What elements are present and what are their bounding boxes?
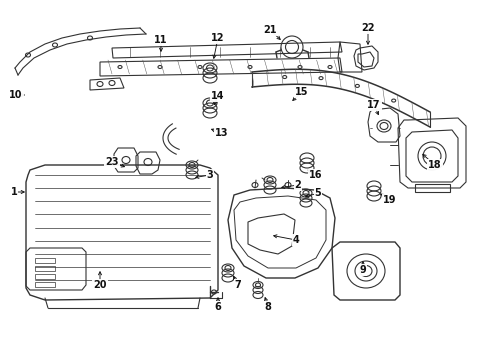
Bar (35, 282, 55, 287)
Text: 1: 1 (11, 187, 18, 197)
Text: 19: 19 (383, 195, 396, 205)
Text: 17: 17 (366, 100, 380, 110)
Text: 2: 2 (294, 180, 301, 190)
Text: 23: 23 (105, 157, 119, 167)
Bar (35, 258, 55, 263)
Text: 6: 6 (214, 302, 221, 312)
Text: 11: 11 (154, 35, 167, 45)
Bar (35, 266, 55, 271)
Text: 15: 15 (295, 87, 308, 97)
Text: 21: 21 (263, 25, 276, 35)
Text: 22: 22 (361, 23, 374, 33)
Text: 20: 20 (93, 280, 106, 290)
Text: 4: 4 (292, 235, 299, 245)
Text: 14: 14 (211, 91, 224, 101)
Text: 10: 10 (9, 90, 23, 100)
Bar (35, 274, 55, 279)
Text: 3: 3 (206, 170, 213, 180)
Text: 16: 16 (308, 170, 322, 180)
Text: 12: 12 (211, 33, 224, 43)
Text: 13: 13 (215, 128, 228, 138)
Text: 8: 8 (264, 302, 271, 312)
Text: 7: 7 (234, 280, 241, 290)
Text: 5: 5 (314, 188, 321, 198)
Text: 9: 9 (359, 265, 366, 275)
Text: 18: 18 (427, 160, 441, 170)
